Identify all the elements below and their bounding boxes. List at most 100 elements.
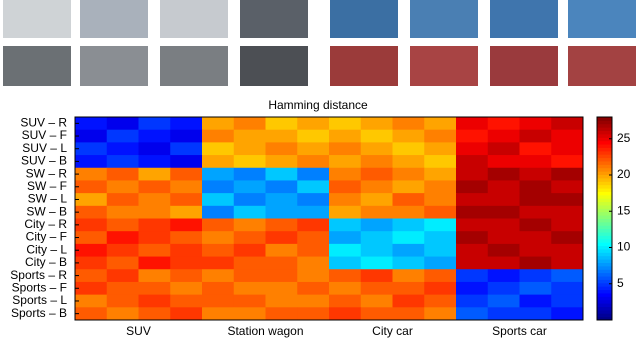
heatmap-cell xyxy=(392,307,425,321)
heatmap-cell xyxy=(487,193,520,207)
colorbar-step xyxy=(597,309,612,314)
colorbar-step xyxy=(597,123,612,128)
heatmap-cell xyxy=(170,167,203,181)
heatmap-cell xyxy=(233,180,266,194)
heatmap-cell xyxy=(75,180,108,194)
heatmap-cell xyxy=(265,269,298,283)
heatmap-cell xyxy=(202,155,235,169)
heatmap-cell xyxy=(265,180,298,194)
heatmap-cell xyxy=(202,167,235,181)
heatmap-cell xyxy=(360,142,393,156)
heatmap-cell xyxy=(138,243,171,258)
colorbar-step xyxy=(597,242,612,247)
heatmap-cell xyxy=(456,243,489,258)
heatmap-cell xyxy=(424,142,457,156)
heatmap-cell xyxy=(202,129,235,143)
colorbar-step xyxy=(597,238,612,243)
colorbar-step xyxy=(597,296,612,301)
heatmap-cell xyxy=(519,218,552,232)
heatmap-cell xyxy=(487,294,520,308)
heatmap-cell xyxy=(456,231,489,245)
colorbar-tick-label: 5 xyxy=(617,276,624,290)
colorbar-tick-label: 25 xyxy=(617,131,631,145)
heatmap-cell xyxy=(202,231,235,245)
chart-title: Hamming distance xyxy=(268,98,368,112)
heatmap-cell xyxy=(487,218,520,232)
heatmap-cell xyxy=(297,281,330,296)
heatmap-cell xyxy=(265,117,298,131)
heatmap-cell xyxy=(202,243,235,258)
heatmap-cell xyxy=(202,256,235,270)
heatmap-cell xyxy=(297,167,330,181)
heatmap-cell xyxy=(75,256,108,270)
heatmap-cell xyxy=(487,205,520,219)
heatmap-cell xyxy=(170,256,203,270)
heatmap-cell xyxy=(265,231,298,245)
heatmap-cell xyxy=(138,205,171,219)
heatmap-cell xyxy=(456,281,489,296)
heatmap-cell xyxy=(487,167,520,181)
x-tick-label: SUV xyxy=(126,324,151,338)
heatmap-cell xyxy=(551,205,584,219)
heatmap-cell xyxy=(138,256,171,270)
heatmap-cell xyxy=(106,281,139,296)
heatmap-cell xyxy=(487,256,520,270)
heatmap-cell xyxy=(297,180,330,194)
heatmap-cell xyxy=(360,269,393,283)
heatmap-cell xyxy=(233,142,266,156)
heatmap-cell xyxy=(424,243,457,258)
colorbar-step xyxy=(597,259,612,263)
colorbar-step xyxy=(597,140,612,145)
heatmap-cell xyxy=(487,243,520,258)
heatmap-cell xyxy=(233,294,266,308)
heatmap-cell xyxy=(519,243,552,258)
colorbar-step xyxy=(597,208,612,213)
heatmap-cell xyxy=(106,307,139,321)
heatmap-cell xyxy=(551,193,584,207)
heatmap-cell xyxy=(265,243,298,258)
colorbar-step xyxy=(597,299,612,304)
colorbar-step xyxy=(597,265,612,270)
heatmap-cell xyxy=(297,269,330,283)
photo xyxy=(240,46,308,86)
heatmap-cell xyxy=(487,307,520,321)
colorbar-step xyxy=(597,137,612,142)
heatmap-cell xyxy=(233,281,266,296)
heatmap-cell xyxy=(170,281,203,296)
colorbar-step xyxy=(597,255,612,260)
colorbar-step xyxy=(597,191,612,196)
heatmap-cell xyxy=(424,269,457,283)
photo xyxy=(410,0,478,38)
heatmap-cell xyxy=(519,155,552,169)
heatmap-cell xyxy=(329,193,362,207)
heatmap-cell xyxy=(106,180,139,194)
heatmap-cell xyxy=(392,256,425,270)
heatmap-cell xyxy=(519,205,552,219)
colorbar-step xyxy=(597,228,612,233)
heatmap-cell xyxy=(106,167,139,181)
heatmap-cell xyxy=(106,155,139,169)
colorbar-step xyxy=(597,194,612,199)
heatmap-cell xyxy=(202,281,235,296)
colorbar-step xyxy=(597,292,612,297)
heatmap-cell xyxy=(456,269,489,283)
heatmap-cell xyxy=(138,281,171,296)
heatmap-cell xyxy=(329,218,362,232)
photo xyxy=(80,46,148,86)
x-tick-label: Sports car xyxy=(492,324,547,338)
heatmap-cell xyxy=(170,180,203,194)
heatmap-cell xyxy=(202,269,235,283)
row-label: SUV – R xyxy=(20,116,67,130)
row-label: SUV – L xyxy=(22,141,67,155)
heatmap-cell xyxy=(75,142,108,156)
row-label: SW – B xyxy=(26,204,67,218)
colorbar-step xyxy=(597,120,612,125)
colorbar-step xyxy=(597,276,612,280)
heatmap-cell xyxy=(392,218,425,232)
heatmap-cell xyxy=(297,142,330,156)
colorbar-step xyxy=(597,204,612,209)
heatmap-cell xyxy=(170,142,203,156)
colorbar-tick-label: 20 xyxy=(617,167,631,181)
heatmap-cell xyxy=(519,307,552,321)
heatmap-cell xyxy=(170,231,203,245)
